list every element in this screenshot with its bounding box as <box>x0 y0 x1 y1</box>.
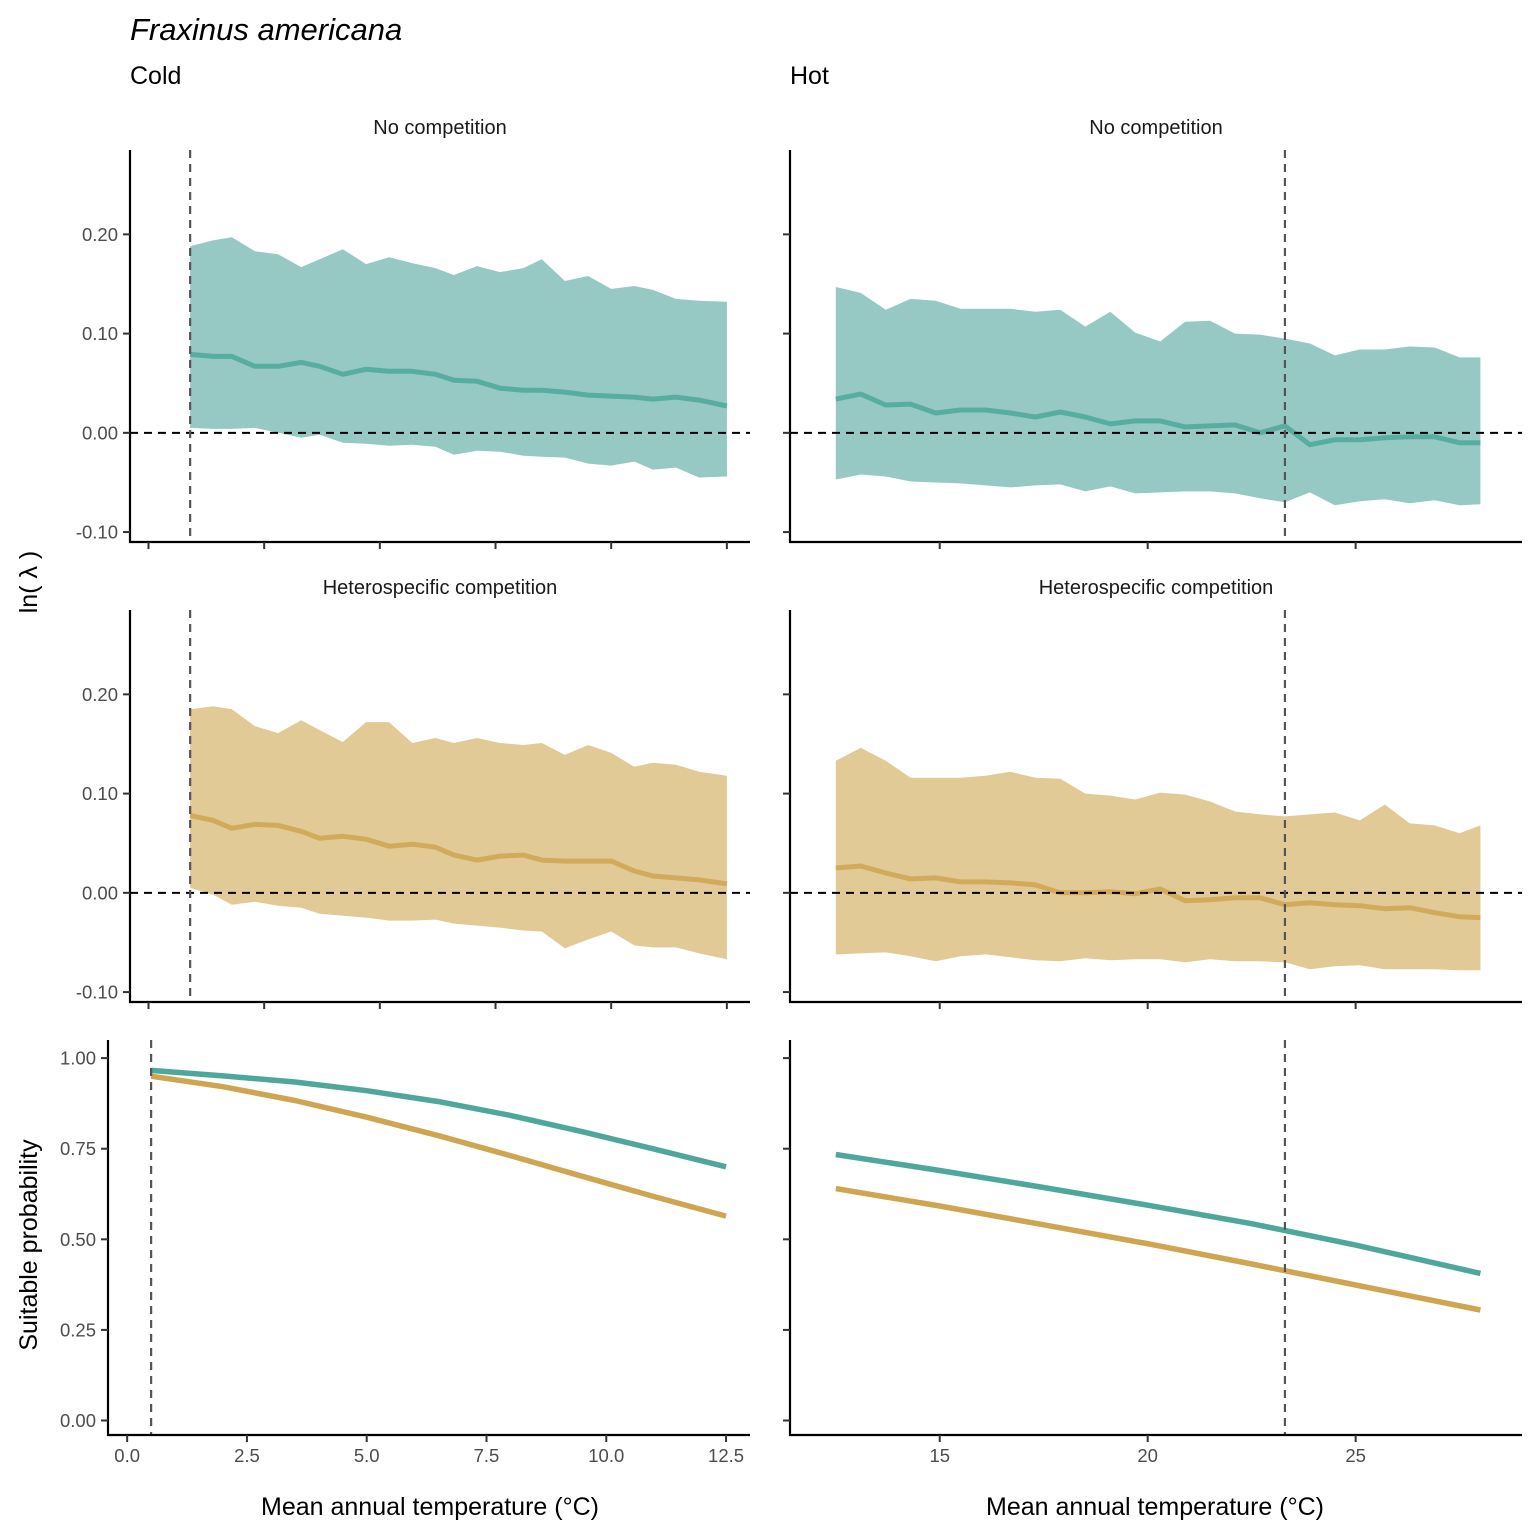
ribbon-none <box>190 237 727 478</box>
mean-line-hetero <box>189 812 728 887</box>
mean-line-hetero <box>835 863 1481 921</box>
ribbon-none <box>835 287 1481 506</box>
column-label-cold: Cold <box>130 62 181 90</box>
panel-cold-no-competition: -0.10 0.00 0.10 0.20 No competition <box>76 117 750 549</box>
x-tick-label: 2.5 <box>234 1445 260 1466</box>
mean-line-none <box>189 351 728 409</box>
y-tick-label: 0.10 <box>82 783 118 804</box>
y-tick-label: 0.25 <box>60 1319 96 1340</box>
y-tick-label: 0.00 <box>60 1410 96 1431</box>
x-tick-label: 7.5 <box>474 1445 500 1466</box>
x-tick-label: 25 <box>1345 1445 1366 1466</box>
y-tick-label: -0.10 <box>76 522 118 543</box>
panel-strip-label: Heterospecific competition <box>323 577 558 599</box>
y-tick-label: 0.75 <box>60 1138 96 1159</box>
x-tick-label: 12.5 <box>708 1445 744 1466</box>
x-tick-label: 10.0 <box>588 1445 624 1466</box>
panel-cold-suitability: 0.00 0.25 0.50 0.75 1.00 0.0 2.5 5.0 7.5 10.0 12.5 <box>60 1040 750 1466</box>
y-tick-label: 1.00 <box>60 1048 96 1069</box>
panel-strip-label: No competition <box>1089 117 1222 139</box>
y-tick-label: 0.00 <box>82 422 118 443</box>
ribbon-hetero <box>190 706 727 960</box>
suitability-line-hetero <box>150 1073 727 1219</box>
ribbon-hetero <box>835 747 1481 971</box>
x-tick-label: 5.0 <box>354 1445 380 1466</box>
x-axis-label-hot: Mean annual temperature (°C) <box>986 1493 1324 1521</box>
y-tick-label: 0.50 <box>60 1229 96 1250</box>
panel-hot-heterospecific: Heterospecific competition <box>783 577 1522 1009</box>
y-tick-label: -0.10 <box>76 982 118 1003</box>
panel-strip-label: Heterospecific competition <box>1039 577 1274 599</box>
y-tick-label: 0.10 <box>82 323 118 344</box>
x-tick-label: 20 <box>1137 1445 1158 1466</box>
y-axis-label-top: ln( λ ) <box>15 551 43 614</box>
suitability-line-hetero <box>835 1185 1481 1313</box>
panel-strip-label: No competition <box>373 117 506 139</box>
panel-hot-no-competition: No competition <box>783 117 1522 549</box>
x-tick-label: 0.0 <box>114 1445 140 1466</box>
y-tick-label: 0.20 <box>82 684 118 705</box>
panel-hot-suitability: 15 20 25 <box>783 1040 1522 1466</box>
mean-line-none <box>835 391 1481 448</box>
y-tick-label: 0.00 <box>82 882 118 903</box>
x-tick-label: 15 <box>929 1445 950 1466</box>
suitability-line-none <box>150 1067 727 1170</box>
panels: -0.10 0.00 0.10 0.20 No competition No compet… <box>60 117 1522 1466</box>
y-tick-label: 0.20 <box>82 224 118 245</box>
suitability-line-none <box>835 1151 1482 1277</box>
column-label-hot: Hot <box>790 62 829 90</box>
chart-title: Fraxinus americana <box>130 12 402 47</box>
panel-cold-heterospecific: -0.10 0.00 0.10 0.20 Heterospecific competit… <box>76 577 750 1009</box>
x-axis-label-cold: Mean annual temperature (°C) <box>261 1493 599 1521</box>
y-axis-label-bottom: Suitable probability <box>15 1139 43 1351</box>
